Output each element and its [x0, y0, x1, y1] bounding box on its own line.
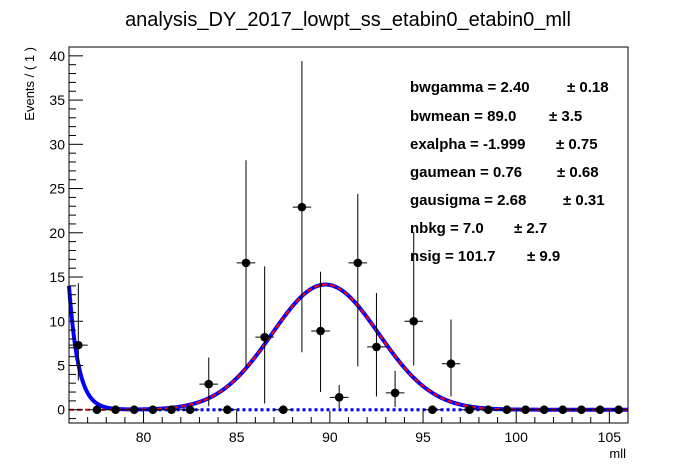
data-marker	[372, 342, 381, 352]
param-nbkg-label: nbkg = 7.0	[410, 220, 484, 237]
data-marker	[334, 393, 344, 402]
data-marker	[614, 405, 623, 415]
data-point	[534, 405, 554, 415]
data-point	[404, 231, 424, 366]
data-marker	[185, 405, 195, 415]
data-marker	[316, 326, 325, 336]
fit-parameters-box: bwgamma = 2.40 ± 0.18 bwmean = 89.0 ± 3.…	[410, 79, 609, 265]
y-tick-label: 0	[57, 402, 65, 418]
param-bwmean-label: bwmean = 89.0	[410, 108, 516, 125]
param-nsig-error: ± 9.9	[527, 248, 560, 265]
data-marker	[223, 405, 232, 415]
data-point	[255, 266, 274, 404]
data-marker	[595, 405, 605, 415]
data-marker	[278, 405, 288, 415]
data-marker	[260, 332, 269, 342]
data-point	[460, 405, 479, 415]
data-marker	[111, 405, 120, 415]
data-marker	[558, 405, 568, 415]
param-exalpha-label: exalpha = -1.999	[410, 136, 526, 153]
data-marker	[483, 405, 493, 415]
data-point	[143, 405, 163, 415]
data-point	[423, 405, 442, 415]
param-gausigma-error: ± 0.31	[563, 192, 605, 209]
param-bwmean-error: ± 3.5	[549, 108, 582, 125]
data-marker	[148, 405, 158, 415]
data-point	[199, 357, 219, 407]
data-point	[162, 405, 181, 415]
data-marker	[129, 405, 139, 415]
data-point	[273, 405, 293, 415]
data-marker	[539, 405, 549, 415]
x-axis-label: mll	[609, 446, 626, 461]
data-marker	[204, 379, 214, 389]
data-marker	[521, 405, 530, 415]
data-point	[590, 405, 610, 415]
data-marker	[353, 258, 363, 268]
y-tick-label: 5	[57, 357, 65, 373]
data-point	[367, 292, 386, 397]
data-point	[292, 61, 312, 353]
data-marker	[502, 405, 512, 415]
y-tick-label: 40	[49, 48, 65, 64]
data-marker	[297, 202, 307, 212]
data-point	[553, 405, 573, 415]
x-tick-label: 105	[598, 429, 622, 445]
data-marker	[241, 258, 251, 268]
data-point	[329, 384, 349, 408]
data-point	[385, 370, 405, 408]
data-point	[516, 405, 535, 415]
data-marker	[390, 388, 400, 398]
param-gaumean-label: gaumean = 0.76	[410, 164, 522, 181]
data-point	[106, 405, 125, 415]
x-tick-label: 80	[136, 429, 152, 445]
data-marker	[465, 405, 474, 415]
param-exalpha-error: ± 0.75	[556, 136, 598, 153]
y-tick-label: 30	[49, 136, 65, 152]
param-nsig-label: nsig = 101.7	[410, 248, 495, 265]
param-bwgamma-error: ± 0.18	[567, 79, 609, 96]
data-point	[180, 405, 200, 415]
data-marker	[92, 405, 102, 415]
data-point	[348, 193, 368, 367]
y-tick-label: 35	[49, 92, 65, 108]
data-marker	[74, 340, 83, 350]
param-nbkg-error: ± 2.7	[514, 220, 547, 237]
data-marker	[577, 405, 586, 415]
x-tick-label: 95	[415, 429, 431, 445]
param-gausigma-label: gausigma = 2.68	[410, 192, 526, 209]
x-tick-label: 90	[322, 429, 338, 445]
data-point	[572, 405, 591, 415]
data-marker	[428, 405, 437, 415]
data-marker	[167, 405, 176, 415]
data-point	[609, 405, 628, 415]
y-tick-label: 15	[49, 269, 65, 285]
data-point	[218, 405, 237, 415]
data-point	[69, 283, 88, 381]
param-gaumean-error: ± 0.68	[557, 164, 599, 181]
axes: 0 5 10 15 20 25 30 35 40 80 85 90 95 100 105	[49, 46, 629, 445]
data-points	[69, 61, 628, 415]
data-point	[478, 405, 498, 415]
data-point	[311, 271, 330, 393]
data-marker	[409, 316, 419, 326]
y-tick-label: 25	[49, 181, 65, 197]
y-axis-label: Events / ( 1 )	[22, 47, 37, 121]
data-point	[124, 405, 144, 415]
data-point	[87, 405, 107, 415]
x-tick-label: 100	[505, 429, 529, 445]
data-point	[236, 160, 256, 367]
x-tick-label: 85	[229, 429, 245, 445]
chart-title: analysis_DY_2017_lowpt_ss_etabin0_etabin…	[125, 9, 571, 31]
data-point	[497, 405, 517, 415]
y-tick-label: 10	[49, 313, 65, 329]
data-marker	[446, 359, 456, 369]
data-point	[441, 319, 461, 397]
param-bwgamma-label: bwgamma = 2.40	[410, 79, 530, 96]
y-tick-label: 20	[49, 225, 65, 241]
